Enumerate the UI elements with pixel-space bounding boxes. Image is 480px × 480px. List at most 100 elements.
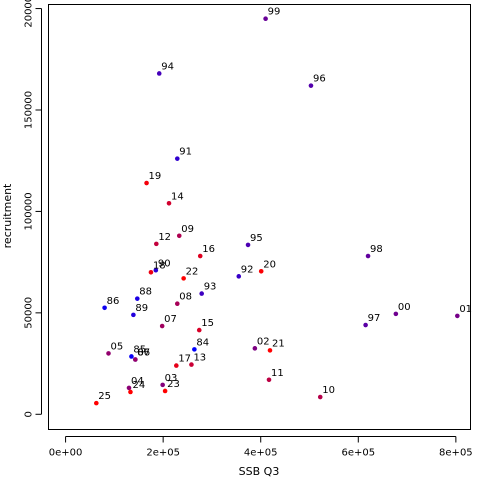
data-point-label-21: 21 [272,338,285,349]
data-point-94 [156,71,162,76]
data-point-24 [128,389,133,395]
data-point-label-00: 00 [398,302,411,313]
data-point-label-23: 23 [167,379,180,390]
data-point-label-90: 90 [158,258,171,269]
data-point-86 [102,305,107,311]
data-point-label-95: 95 [250,233,263,244]
data-point-89 [131,312,136,318]
data-point-label-06: 06 [137,348,150,359]
data-point-label-86: 86 [107,296,120,307]
data-point-label-97: 97 [368,313,381,324]
data-point-13 [189,362,194,367]
data-point-label-20: 20 [263,259,276,270]
data-point-09 [176,233,182,239]
data-point-08 [174,301,180,307]
data-point-95 [245,242,251,248]
data-point-label-99: 99 [268,7,281,18]
data-point-label-15: 15 [201,318,214,329]
x-axis: 0e+00 2e+05 4e+05 6e+05 8e+05 [49,436,473,459]
y-tick-label: 50000 [24,297,35,329]
data-point-labels: 86 87 88 89 90 91 92 93 94 95 96 97 98 99 00 01 02 03 04 05… [98,7,472,402]
data-point-label-93: 93 [204,282,217,293]
data-point-19 [144,180,149,186]
data-point-label-07: 07 [164,314,177,325]
data-point-98 [365,253,371,259]
data-point-01 [455,313,460,319]
data-point-label-08: 08 [179,292,192,303]
data-point-88 [134,296,140,301]
data-point-label-84: 84 [196,337,209,348]
data-point-93 [199,291,204,296]
data-point-15 [196,327,202,333]
data-point-92 [236,274,242,279]
x-tick-label: 0e+00 [49,448,83,459]
data-point-14 [166,201,172,206]
data-point-10 [317,394,323,400]
data-point-label-24: 24 [132,380,145,391]
x-tick-label: 8e+05 [439,448,473,459]
data-point-label-87: 87 [137,348,150,359]
data-point-23 [162,388,168,394]
data-point-99 [263,16,268,22]
data-point-label-91: 91 [179,147,192,158]
data-point-label-85: 85 [133,344,146,355]
data-point-label-98: 98 [370,244,383,255]
data-point-05 [106,351,111,356]
data-point-85 [129,354,134,359]
data-point-label-09: 09 [181,224,194,235]
data-point-label-16: 16 [202,244,215,255]
x-tick-label: 4e+05 [244,448,278,459]
data-point-11 [266,377,272,383]
data-point-label-89: 89 [135,303,148,314]
data-point-label-03: 03 [165,373,178,384]
data-point-91 [174,156,180,161]
data-point-label-11: 11 [271,368,284,379]
data-point-label-05: 05 [111,341,124,352]
data-point-25 [94,400,99,406]
data-point-22 [181,276,186,281]
data-point-label-25: 25 [98,391,111,402]
data-point-96 [308,83,314,88]
data-point-label-01: 01 [459,304,472,315]
data-point-16 [197,253,203,259]
plot-frame [48,4,471,430]
data-point-label-18: 18 [153,260,166,271]
data-point-18 [148,269,154,275]
data-point-17 [174,363,179,368]
data-point-21 [267,348,273,353]
y-tick-label: 0 [24,411,35,417]
y-tick-label: 150000 [24,91,35,129]
data-point-84 [192,347,197,352]
y-tick-label: 200000 [24,0,35,28]
data-point-label-19: 19 [149,171,162,182]
data-point-12 [154,241,159,247]
y-tick-label: 100000 [24,192,35,230]
data-points [94,16,460,406]
data-point-label-94: 94 [161,61,174,72]
data-point-97 [363,322,368,328]
data-point-label-14: 14 [171,191,184,202]
x-tick-label: 6e+05 [341,448,375,459]
x-axis-title: SSB Q3 [239,465,280,478]
data-point-label-22: 22 [186,266,199,277]
data-point-label-96: 96 [313,74,326,85]
data-point-04 [126,385,132,391]
data-point-label-12: 12 [158,232,171,243]
data-point-02 [252,346,258,351]
y-axis: 0 50000 100000 150000 200000 [24,0,42,417]
data-point-90 [153,267,159,273]
data-point-label-88: 88 [139,287,152,298]
data-point-label-04: 04 [131,376,144,387]
data-point-03 [160,382,165,388]
data-point-label-13: 13 [193,353,206,364]
data-point-06 [133,357,138,362]
data-point-label-92: 92 [241,264,254,275]
data-point-07 [159,323,165,329]
data-point-label-02: 02 [257,336,270,347]
data-point-label-17: 17 [178,354,191,365]
data-point-label-10: 10 [322,385,335,396]
x-tick-label: 2e+05 [146,448,180,459]
y-axis-title: recruitment [1,183,14,248]
data-point-20 [258,268,264,274]
